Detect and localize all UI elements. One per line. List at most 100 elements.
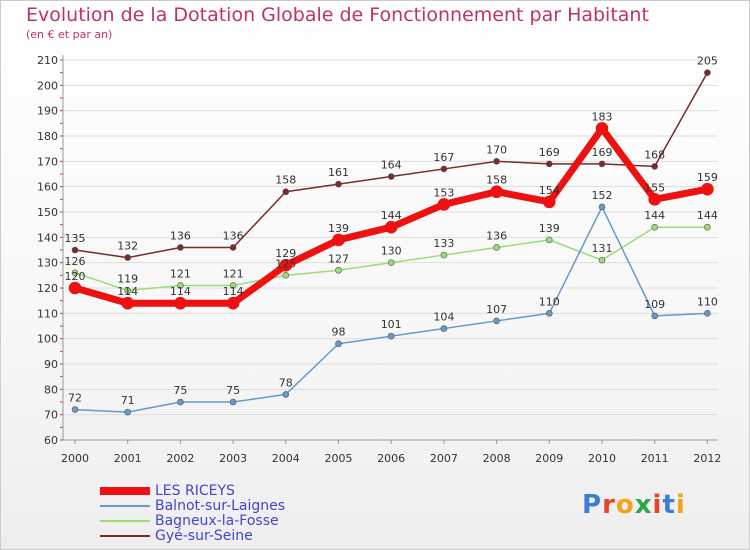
data-label: 152 xyxy=(592,189,613,202)
data-label: 144 xyxy=(381,209,402,222)
data-point xyxy=(598,160,606,168)
logo-letter: x xyxy=(634,490,653,520)
data-point xyxy=(124,254,131,261)
legend-swatch xyxy=(100,505,150,507)
data-label: 78 xyxy=(279,376,293,389)
data-label: 131 xyxy=(592,242,613,255)
y-tick-label: 110 xyxy=(37,307,58,320)
data-label: 109 xyxy=(644,298,665,311)
legend-label: LES RICEYS xyxy=(155,483,235,499)
data-label: 101 xyxy=(381,318,402,331)
legend-item: Balnot-sur-Laignes xyxy=(100,498,360,514)
data-point xyxy=(282,188,290,196)
data-point xyxy=(440,325,448,332)
data-point xyxy=(651,163,659,170)
data-label: 114 xyxy=(117,285,138,298)
data-label: 130 xyxy=(381,245,402,258)
data-label: 75 xyxy=(173,384,187,397)
data-label: 120 xyxy=(65,270,86,283)
data-label: 98 xyxy=(332,326,346,339)
data-point xyxy=(229,398,237,406)
data-point xyxy=(124,408,131,416)
data-label: 183 xyxy=(592,110,613,123)
logo-letter: i xyxy=(652,490,663,520)
y-tick-label: 90 xyxy=(44,358,58,371)
legend-label: Gyé-sur-Seine xyxy=(155,528,253,544)
y-tick-label: 170 xyxy=(37,155,58,168)
data-point xyxy=(335,340,342,348)
data-point xyxy=(229,282,237,289)
y-tick-label: 150 xyxy=(37,206,58,219)
data-label: 107 xyxy=(486,303,507,316)
data-label: 135 xyxy=(65,232,86,245)
data-label: 158 xyxy=(486,174,507,187)
y-tick-label: 120 xyxy=(37,282,58,295)
data-point xyxy=(335,266,342,274)
data-point xyxy=(704,310,711,317)
data-point xyxy=(545,236,553,244)
data-label: 136 xyxy=(223,229,244,242)
data-label: 136 xyxy=(486,229,507,242)
data-point xyxy=(651,312,659,320)
data-label: 126 xyxy=(65,255,86,268)
x-tick-label: 2006 xyxy=(377,452,405,465)
data-point xyxy=(226,296,240,310)
data-label: 164 xyxy=(381,159,402,172)
x-tick-label: 2010 xyxy=(588,452,616,465)
x-tick-label: 2002 xyxy=(166,452,194,465)
data-labels: 135 132 136 136 158 161 164 167 170 169 169 168 205 1… xyxy=(65,55,718,407)
series-gy-sur-seine xyxy=(71,69,711,261)
legend-item: Gyé-sur-Seine xyxy=(100,528,360,544)
x-tick-label: 2000 xyxy=(61,452,89,465)
x-tick-label: 2008 xyxy=(483,452,511,465)
data-label: 71 xyxy=(121,394,135,407)
data-point xyxy=(387,332,395,340)
data-point xyxy=(121,296,134,310)
data-point xyxy=(279,258,293,272)
x-tick-label: 2003 xyxy=(219,452,247,465)
data-point xyxy=(493,244,500,251)
data-point xyxy=(598,256,606,264)
data-label: 104 xyxy=(433,311,454,324)
data-point xyxy=(437,198,451,211)
logo-letter: r xyxy=(602,490,616,520)
data-point xyxy=(545,160,553,168)
x-tick-label: 2011 xyxy=(641,452,669,465)
series-bagneux-la-fosse xyxy=(71,223,711,294)
data-label: 155 xyxy=(644,181,665,194)
series-layer xyxy=(68,69,714,416)
legend-item: LES RICEYS xyxy=(100,483,360,499)
data-label: 110 xyxy=(697,295,718,308)
data-label: 169 xyxy=(592,146,613,159)
legend-label: Balnot-sur-Laignes xyxy=(155,498,286,514)
data-point xyxy=(384,220,398,234)
data-point xyxy=(704,223,711,231)
data-point xyxy=(229,244,237,251)
data-label: 169 xyxy=(539,146,560,159)
data-label: 121 xyxy=(170,267,191,280)
series-les-riceys xyxy=(68,122,714,310)
y-tick-label: 210 xyxy=(37,54,58,67)
data-point xyxy=(387,259,395,266)
data-point xyxy=(174,296,187,310)
data-label: 129 xyxy=(275,247,296,260)
y-tick-label: 80 xyxy=(44,383,58,396)
chart-title: Evolution de la Dotation Globale de Fonc… xyxy=(26,4,649,26)
y-tick-label: 130 xyxy=(37,257,58,270)
data-label: 205 xyxy=(697,55,718,68)
data-point xyxy=(387,173,395,180)
data-label: 119 xyxy=(117,273,138,286)
data-label: 114 xyxy=(223,285,244,298)
data-point xyxy=(68,281,82,295)
legend-swatch xyxy=(100,535,150,537)
legend-swatch xyxy=(100,520,150,522)
data-point xyxy=(177,244,184,251)
data-point xyxy=(493,158,500,165)
data-point xyxy=(651,223,659,231)
chart-subtitle: (en € et par an) xyxy=(26,28,113,41)
data-point xyxy=(124,287,131,294)
data-label: 75 xyxy=(226,384,240,397)
data-point xyxy=(440,165,448,173)
data-label: 139 xyxy=(328,222,349,235)
